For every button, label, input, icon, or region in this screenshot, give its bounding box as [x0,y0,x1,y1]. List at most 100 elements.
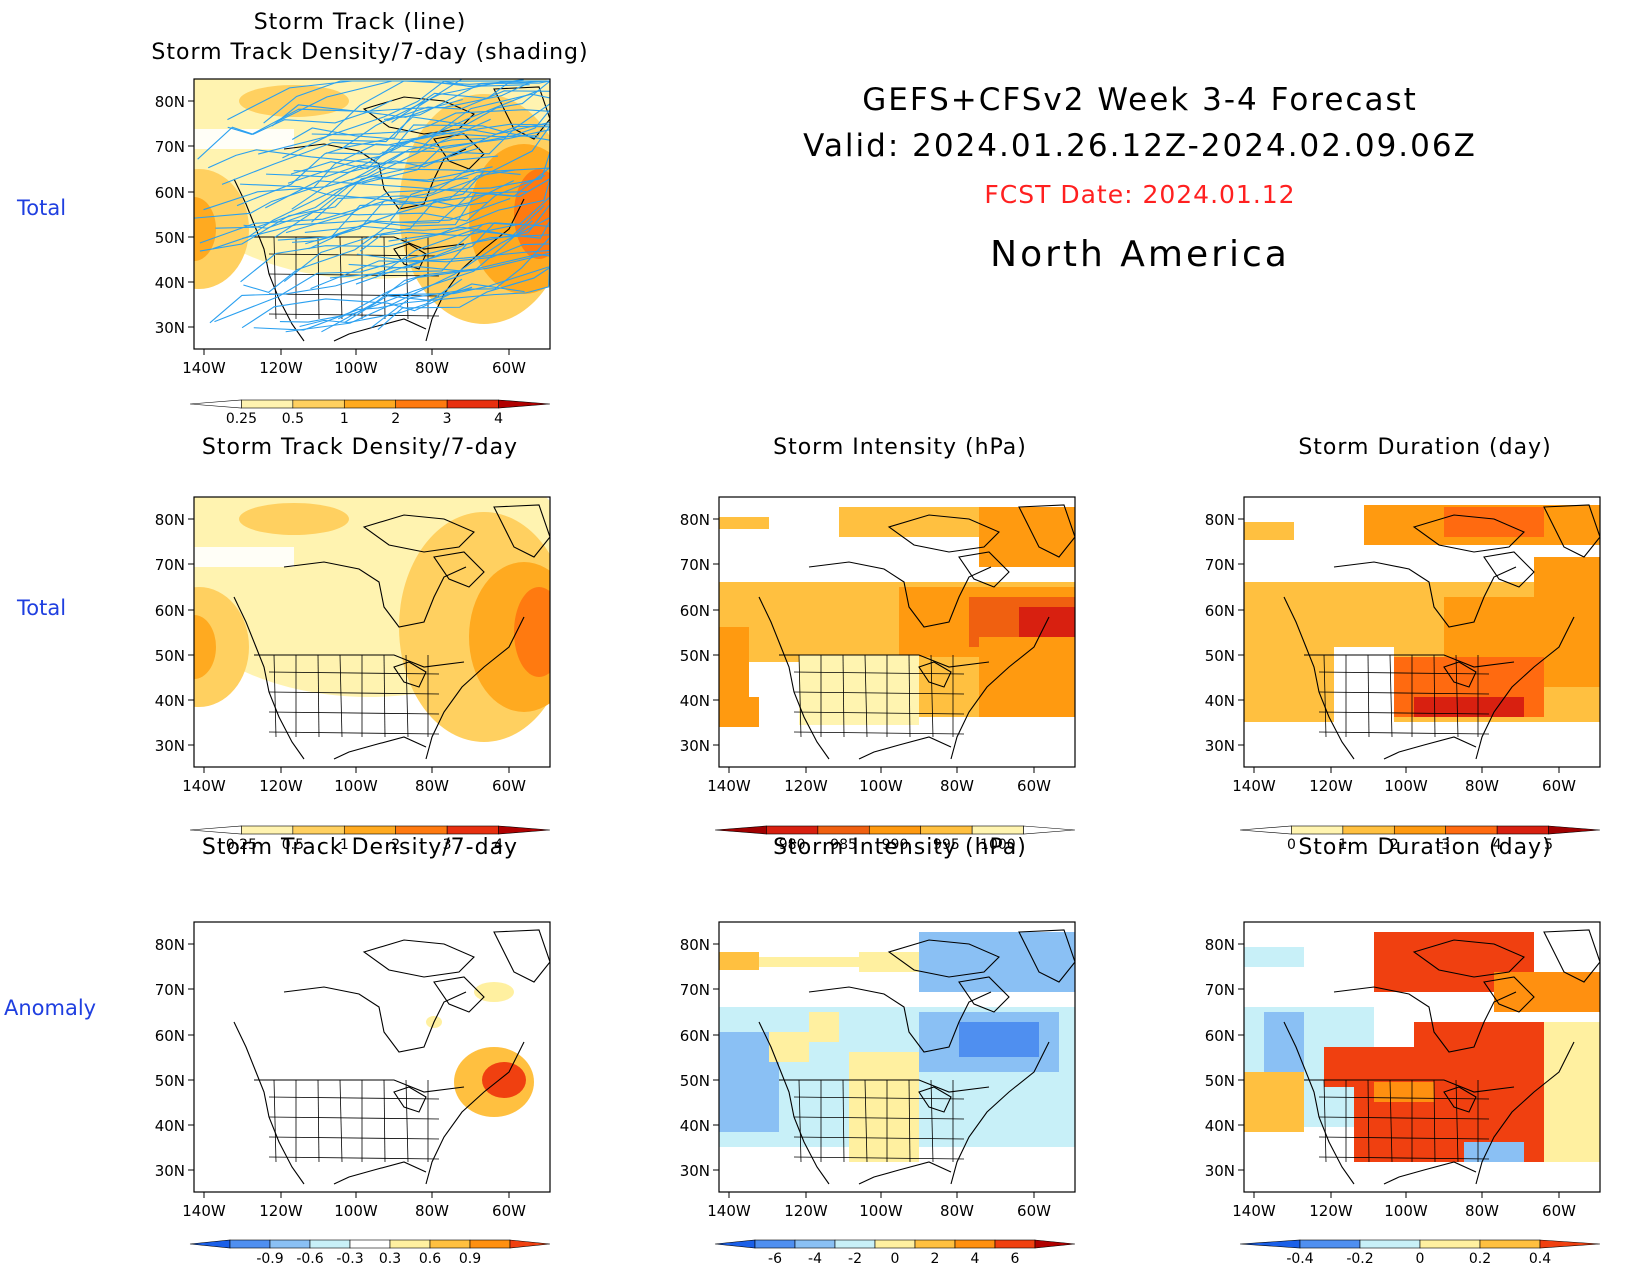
lat-tick-label: 40N [155,1117,185,1135]
lon-tick-label: 60W [1017,777,1051,795]
colorbar-intensity: 980 985 990 995 1000 [714,825,1076,853]
colorbar-label: 0.25 [226,411,257,427]
lat-tick-label: 30N [1205,737,1235,755]
colorbar-label: 0 [1416,1251,1425,1267]
lat-tick-label: 70N [155,556,185,574]
lat-tick-label: 50N [680,647,710,665]
row-label-total-1: Total [17,196,67,220]
colorbar-density-1: 0.25 0.5 1 2 3 4 [189,399,551,427]
lat-tick-label: 70N [1205,981,1235,999]
lat-tick-label: 70N [155,981,185,999]
lon-tick-label: 100W [1384,1202,1428,1220]
map-density-total: 80N 70N 60N 50N 40N 30N 140W 120W 100W 80W 60W [155,496,551,795]
colorbar-label: 1000 [980,837,1016,853]
lon-tick-label: 60W [1017,1202,1051,1220]
panel2-title: Storm Track Density/7-day [201,435,519,460]
lon-tick-label: 100W [334,1202,378,1220]
lat-tick-label: 50N [1205,1072,1235,1090]
lon-tick-label: 60W [1542,1202,1576,1220]
colorbar-label: 4 [494,411,503,427]
colorbar-label: 5 [1544,837,1553,853]
lat-tick-label: 50N [155,647,185,665]
colorbar-label: -6 [768,1251,782,1267]
lat-tick-label: 30N [1205,1162,1235,1180]
colorbar-duration-anomaly: -0.4 -0.2 0 0.2 0.4 [1239,1239,1601,1267]
panel7-title: Storm Duration (day) [1298,835,1552,860]
lat-tick-label: 30N [155,737,185,755]
colorbar-label: -0.6 [296,1251,323,1267]
lat-tick-label: 60N [1205,602,1235,620]
lon-tick-label: 120W [259,1202,303,1220]
colorbar-label: 985 [830,837,857,853]
colorbar-label: 0.5 [282,411,304,427]
lon-tick-label: 120W [259,777,303,795]
lon-tick-label: 140W [707,777,751,795]
lat-tick-label: 50N [1205,647,1235,665]
lat-tick-label: 50N [155,229,185,247]
lon-tick-label: 80W [940,777,974,795]
colorbar-label: 0.6 [419,1251,441,1267]
lat-tick-label: 30N [155,1162,185,1180]
map-intensity-anomaly: 80N 70N 60N 50N 40N 30N 140W 120W 100W 80W 60W [680,921,1076,1220]
colorbar-label: 1 [340,837,349,853]
lon-tick-label: 80W [1465,1202,1499,1220]
lon-tick-label: 100W [859,777,903,795]
colorbar-label: 0 [891,1251,900,1267]
lat-tick-label: 50N [680,1072,710,1090]
valid-period: Valid: 2024.01.26.12Z-2024.02.09.06Z [803,128,1477,164]
colorbar-label: 2 [391,837,400,853]
colorbar-label: 0.9 [459,1251,481,1267]
panel6-title: Storm Intensity (hPa) [773,835,1027,860]
panel1-title-line: Storm Track (line) [253,10,467,35]
map-duration-total: 80N 70N 60N 50N 40N 30N 140W 120W 100W 80W 60W [1205,496,1601,795]
colorbar-intensity-anomaly: -6 -4 -2 0 2 4 6 [714,1239,1076,1267]
colorbar-label: -0.4 [1286,1251,1313,1267]
lat-tick-label: 40N [680,692,710,710]
colorbar-label: 0.4 [1529,1251,1551,1267]
lon-tick-label: 120W [784,1202,828,1220]
lon-tick-label: 80W [415,777,449,795]
lon-tick-label: 140W [182,777,226,795]
lat-tick-label: 60N [155,184,185,202]
lat-tick-label: 60N [155,1027,185,1045]
map-duration-anomaly: 80N 70N 60N 50N 40N 30N 140W 120W 100W 80W 60W [1205,921,1601,1220]
panel5-title: Storm Track Density/7-day [201,835,519,860]
row-label-total-2: Total [17,596,67,620]
colorbar-label: 3 [443,411,452,427]
colorbar-label: 2 [391,411,400,427]
lat-tick-label: 40N [155,692,185,710]
lat-tick-label: 30N [680,737,710,755]
colorbar-label: 990 [882,837,909,853]
lat-tick-label: 40N [680,1117,710,1135]
lon-tick-label: 100W [334,359,378,377]
lon-tick-label: 140W [182,1202,226,1220]
colorbar-label: 1 [1338,837,1347,853]
lat-tick-label: 30N [680,1162,710,1180]
lat-tick-label: 60N [155,602,185,620]
lat-tick-label: 80N [155,93,185,111]
colorbar-label: 0.2 [1469,1251,1491,1267]
lat-tick-label: 70N [155,138,185,156]
lat-tick-label: 70N [680,981,710,999]
lon-tick-label: 80W [415,1202,449,1220]
lat-tick-label: 60N [680,602,710,620]
lat-tick-label: 80N [155,936,185,954]
lat-tick-label: 50N [155,1072,185,1090]
lon-tick-label: 120W [1309,1202,1353,1220]
lon-tick-label: 100W [859,1202,903,1220]
lon-tick-label: 80W [415,359,449,377]
lon-tick-label: 120W [1309,777,1353,795]
colorbar-label: -0.2 [1346,1251,1373,1267]
lat-tick-label: 40N [1205,692,1235,710]
panel3-title: Storm Intensity (hPa) [773,435,1027,460]
row-label-anomaly: Anomaly [4,996,97,1020]
lon-tick-label: 60W [492,359,526,377]
colorbar-label: 2 [1390,837,1399,853]
lat-tick-label: 80N [1205,511,1235,529]
colorbar-label: -0.3 [336,1251,363,1267]
lat-tick-label: 60N [1205,1027,1235,1045]
colorbar-label: -0.9 [256,1251,283,1267]
colorbar-label: 6 [1011,1251,1020,1267]
colorbar-density-2: 0.25 0.5 1 2 3 4 [189,825,551,853]
panel4-title: Storm Duration (day) [1298,435,1552,460]
